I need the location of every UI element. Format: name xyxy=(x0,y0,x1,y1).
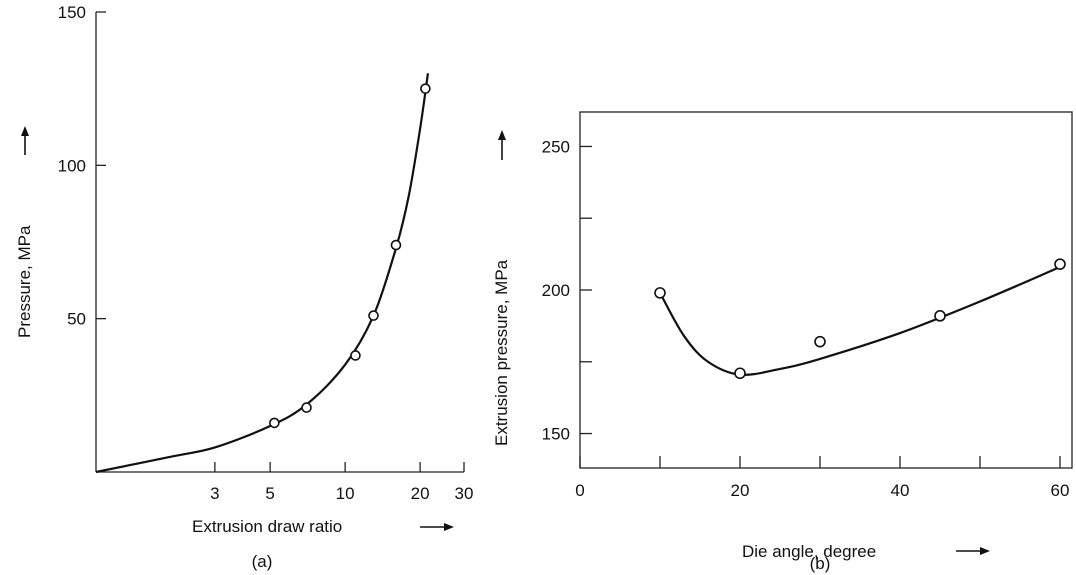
x-tick-label: 20 xyxy=(731,481,750,500)
data-point xyxy=(301,402,312,413)
chart-panel-b: 150 200 250 0 20 40 60 Die angle, degree Extrusi… xyxy=(492,111,1073,573)
x-axis-arrow-head xyxy=(444,523,454,531)
data-point xyxy=(350,350,361,361)
x-tick-label: 20 xyxy=(411,484,430,503)
data-point xyxy=(814,335,826,348)
y-axis-title: Pressure, MPa xyxy=(15,225,34,338)
data-point xyxy=(1054,258,1066,270)
y-axis-arrow-head xyxy=(498,130,506,140)
data-point xyxy=(420,83,431,94)
x-tick-label: 60 xyxy=(1051,481,1070,500)
y-axis-arrow xyxy=(21,126,29,155)
y-axis-arrow xyxy=(498,130,506,160)
data-point xyxy=(934,310,946,322)
x-tick-label: 0 xyxy=(575,481,584,500)
data-point xyxy=(368,310,379,321)
x-tick-label: 30 xyxy=(455,484,474,503)
y-tick-label: 250 xyxy=(542,137,570,156)
x-axis-arrow xyxy=(420,523,454,531)
chart-panel-a: 50 100 150 3 5 10 20 30 Extrusion draw ratio Pres… xyxy=(15,3,473,571)
panel-label-a: (a) xyxy=(252,552,273,571)
y-tick-label: 150 xyxy=(58,3,86,22)
y-tick-label: 150 xyxy=(542,425,570,444)
data-point xyxy=(654,287,666,299)
panel-label-b: (b) xyxy=(810,554,831,573)
x-axis-arrow-head xyxy=(980,547,990,555)
plot-frame xyxy=(579,111,1073,469)
x-axis-title: Die angle, degree xyxy=(742,542,876,561)
data-point xyxy=(734,367,746,380)
y-axis-arrow-head xyxy=(21,126,29,136)
x-tick-label: 5 xyxy=(265,484,274,503)
data-point xyxy=(390,239,402,251)
series-curve xyxy=(95,73,430,474)
y-tick-label: 50 xyxy=(67,310,86,329)
x-tick-label: 3 xyxy=(210,484,219,503)
x-axis-arrow xyxy=(956,547,990,555)
x-axis-title: Extrusion draw ratio xyxy=(192,517,342,536)
data-point xyxy=(269,417,280,429)
series-curve xyxy=(659,266,1061,376)
x-tick-label: 10 xyxy=(336,484,355,503)
y-tick-label: 200 xyxy=(542,281,570,300)
x-tick-label: 40 xyxy=(891,481,910,500)
y-tick-label: 100 xyxy=(58,156,86,175)
y-axis-title: Extrusion pressure, MPa xyxy=(492,259,511,446)
